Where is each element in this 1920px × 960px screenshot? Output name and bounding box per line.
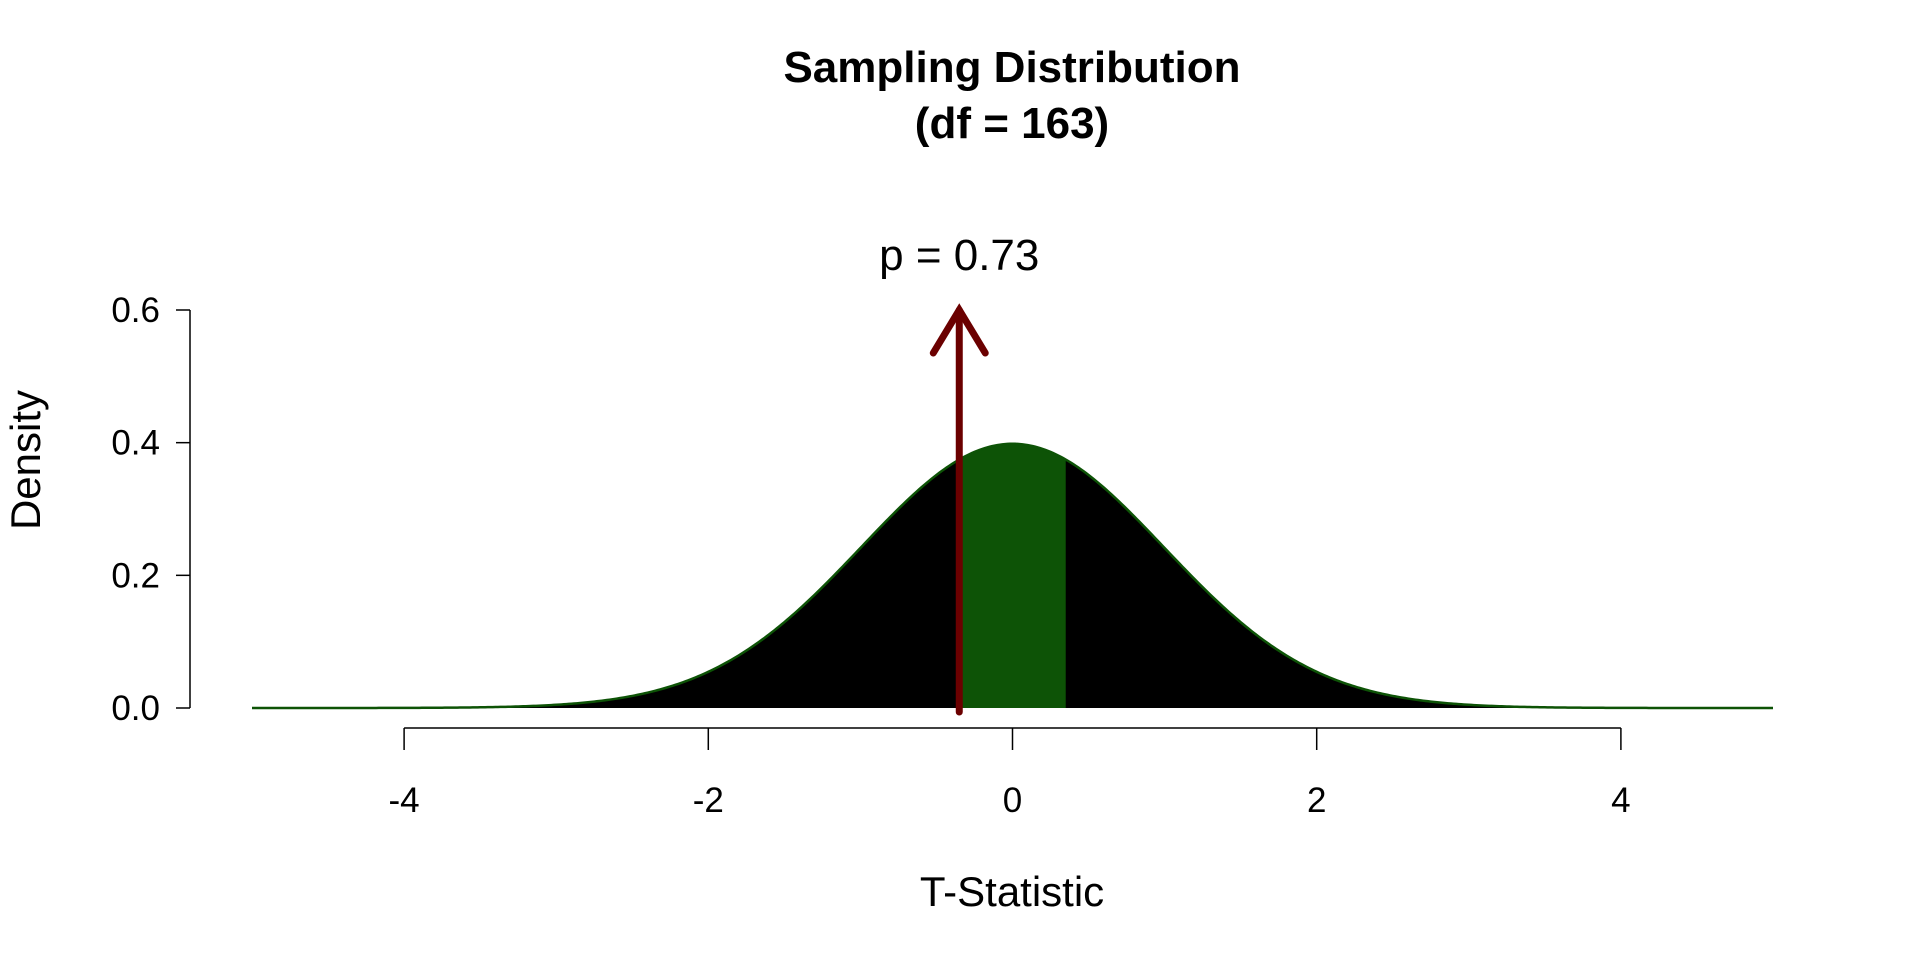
y-tick-label: 0.6 [111, 291, 160, 330]
arrow-head [929, 303, 989, 357]
observed-t-arrow [929, 303, 989, 716]
density-curve-line [252, 442, 1773, 710]
chart-subtitle: (df = 163) [915, 99, 1109, 148]
plot-marks [252, 442, 1773, 710]
y-tick-label: 0.2 [111, 556, 160, 595]
x-tick-label: 4 [1611, 781, 1630, 820]
x-tick-label: -4 [389, 781, 420, 820]
y-tick-label: 0.0 [111, 689, 160, 728]
y-tick-label: 0.4 [111, 424, 160, 463]
x-tick-label: 0 [1003, 781, 1022, 820]
x-tick-label: -2 [693, 781, 724, 820]
x-axis-label: T-Statistic [920, 868, 1104, 915]
x-tick-label: 2 [1307, 781, 1326, 820]
x-axis: -4 -2 0 2 4 [389, 727, 1631, 820]
chart-title: Sampling Distribution [783, 43, 1240, 92]
y-axis-label: Density [2, 390, 49, 530]
p-value-annotation: p = 0.73 [879, 231, 1039, 280]
central-region-area [959, 443, 1066, 708]
y-axis: 0.0 0.2 0.4 0.6 [111, 291, 191, 728]
